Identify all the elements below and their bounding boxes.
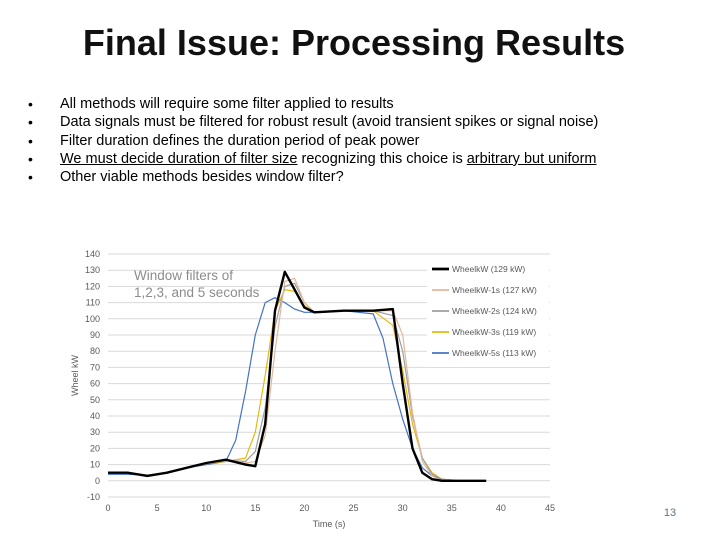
- x-tick-label: 5: [155, 503, 160, 513]
- bullet-marker: •: [28, 114, 33, 131]
- x-tick-label: 15: [250, 503, 260, 513]
- y-tick-label: 0: [95, 476, 100, 486]
- series-line: [108, 270, 487, 483]
- bullet-item: • We must decide duration of filter size …: [28, 150, 698, 168]
- x-tick-label: 45: [545, 503, 555, 513]
- bullet-text: Filter duration defines the duration per…: [60, 132, 420, 150]
- x-tick-label: 35: [447, 503, 457, 513]
- y-tick-label: 20: [90, 443, 100, 453]
- text-run: recognizing this choice is: [297, 150, 467, 167]
- bullet-marker: •: [28, 150, 33, 167]
- underlined-text: We must decide duration of filter size: [60, 150, 298, 167]
- chart-annotation: Window filters of: [134, 268, 233, 283]
- bullet-item: • Data signals must be filtered for robus…: [28, 113, 698, 131]
- x-tick-label: 40: [496, 503, 506, 513]
- x-tick-label: 20: [299, 503, 309, 513]
- y-tick-label: 50: [90, 395, 100, 405]
- y-tick-label: -10: [87, 492, 100, 502]
- y-tick-label: 40: [90, 411, 100, 421]
- legend-label: WheelkW-1s (127 kW): [452, 285, 537, 295]
- bullet-text: All methods will require some filter app…: [60, 95, 394, 113]
- page-number: 13: [663, 507, 677, 519]
- text-run: Data signals must be filtered for robust…: [60, 114, 599, 131]
- text-run: All methods will require some filter app…: [60, 96, 394, 112]
- y-tick-label: 10: [90, 460, 100, 470]
- bullet-item: • All methods will require some filter ap…: [28, 95, 698, 113]
- bullet-text: Other viable methods besides window filt…: [60, 168, 344, 186]
- chart-annotation: 1,2,3, and 5 seconds: [134, 285, 260, 300]
- text-run: Filter duration defines the duration per…: [60, 132, 420, 149]
- y-tick-label: 90: [90, 330, 100, 340]
- bullet-text: We must decide duration of filter size r…: [60, 150, 596, 168]
- x-tick-label: 0: [105, 503, 110, 513]
- x-tick-label: 25: [349, 503, 359, 513]
- text-run: Other viable methods besides window filt…: [60, 169, 344, 186]
- bullet-item: • Other viable methods besides window fil…: [28, 168, 698, 186]
- y-tick-label: 140: [85, 249, 100, 259]
- y-tick-label: 60: [90, 379, 100, 389]
- underlined-text: arbitrary but uniform: [466, 150, 597, 167]
- bullet-text: Data signals must be filtered for robust…: [60, 113, 598, 131]
- bullet-marker: •: [28, 169, 33, 186]
- legend-label: WheelkW-3s (119 kW): [452, 327, 536, 337]
- bullet-marker: •: [28, 96, 33, 112]
- y-tick-label: 80: [90, 346, 100, 356]
- slide-title: Final Issue: Processing Results: [82, 22, 626, 63]
- bullet-item: • Filter duration defines the duration pe…: [28, 132, 698, 150]
- y-tick-label: 110: [86, 298, 100, 308]
- y-axis-title: Wheel kW: [70, 354, 80, 396]
- y-tick-label: 30: [90, 427, 100, 437]
- x-tick-label: 10: [201, 503, 211, 513]
- x-tick-label: 30: [398, 503, 408, 513]
- bullet-marker: •: [28, 132, 33, 149]
- y-tick-label: 100: [85, 314, 100, 324]
- y-tick-label: 70: [90, 362, 100, 372]
- legend-label: WheelkW-2s (124 kW): [452, 306, 537, 316]
- legend-label: WheelkW-5s (113 kW): [452, 348, 536, 358]
- y-tick-label: 130: [85, 265, 100, 275]
- legend-box: [427, 260, 549, 367]
- legend-label: WheelkW (129 kW): [452, 264, 525, 274]
- x-axis-title: Time (s): [313, 519, 346, 529]
- y-tick-label: 120: [85, 281, 100, 291]
- bullet-list: • All methods will require some filter ap…: [28, 95, 698, 186]
- time-series-chart: -10 0 10 20 30 40 50 60 70 80 90 100 110 120 130 140 0 5 1…: [70, 249, 555, 529]
